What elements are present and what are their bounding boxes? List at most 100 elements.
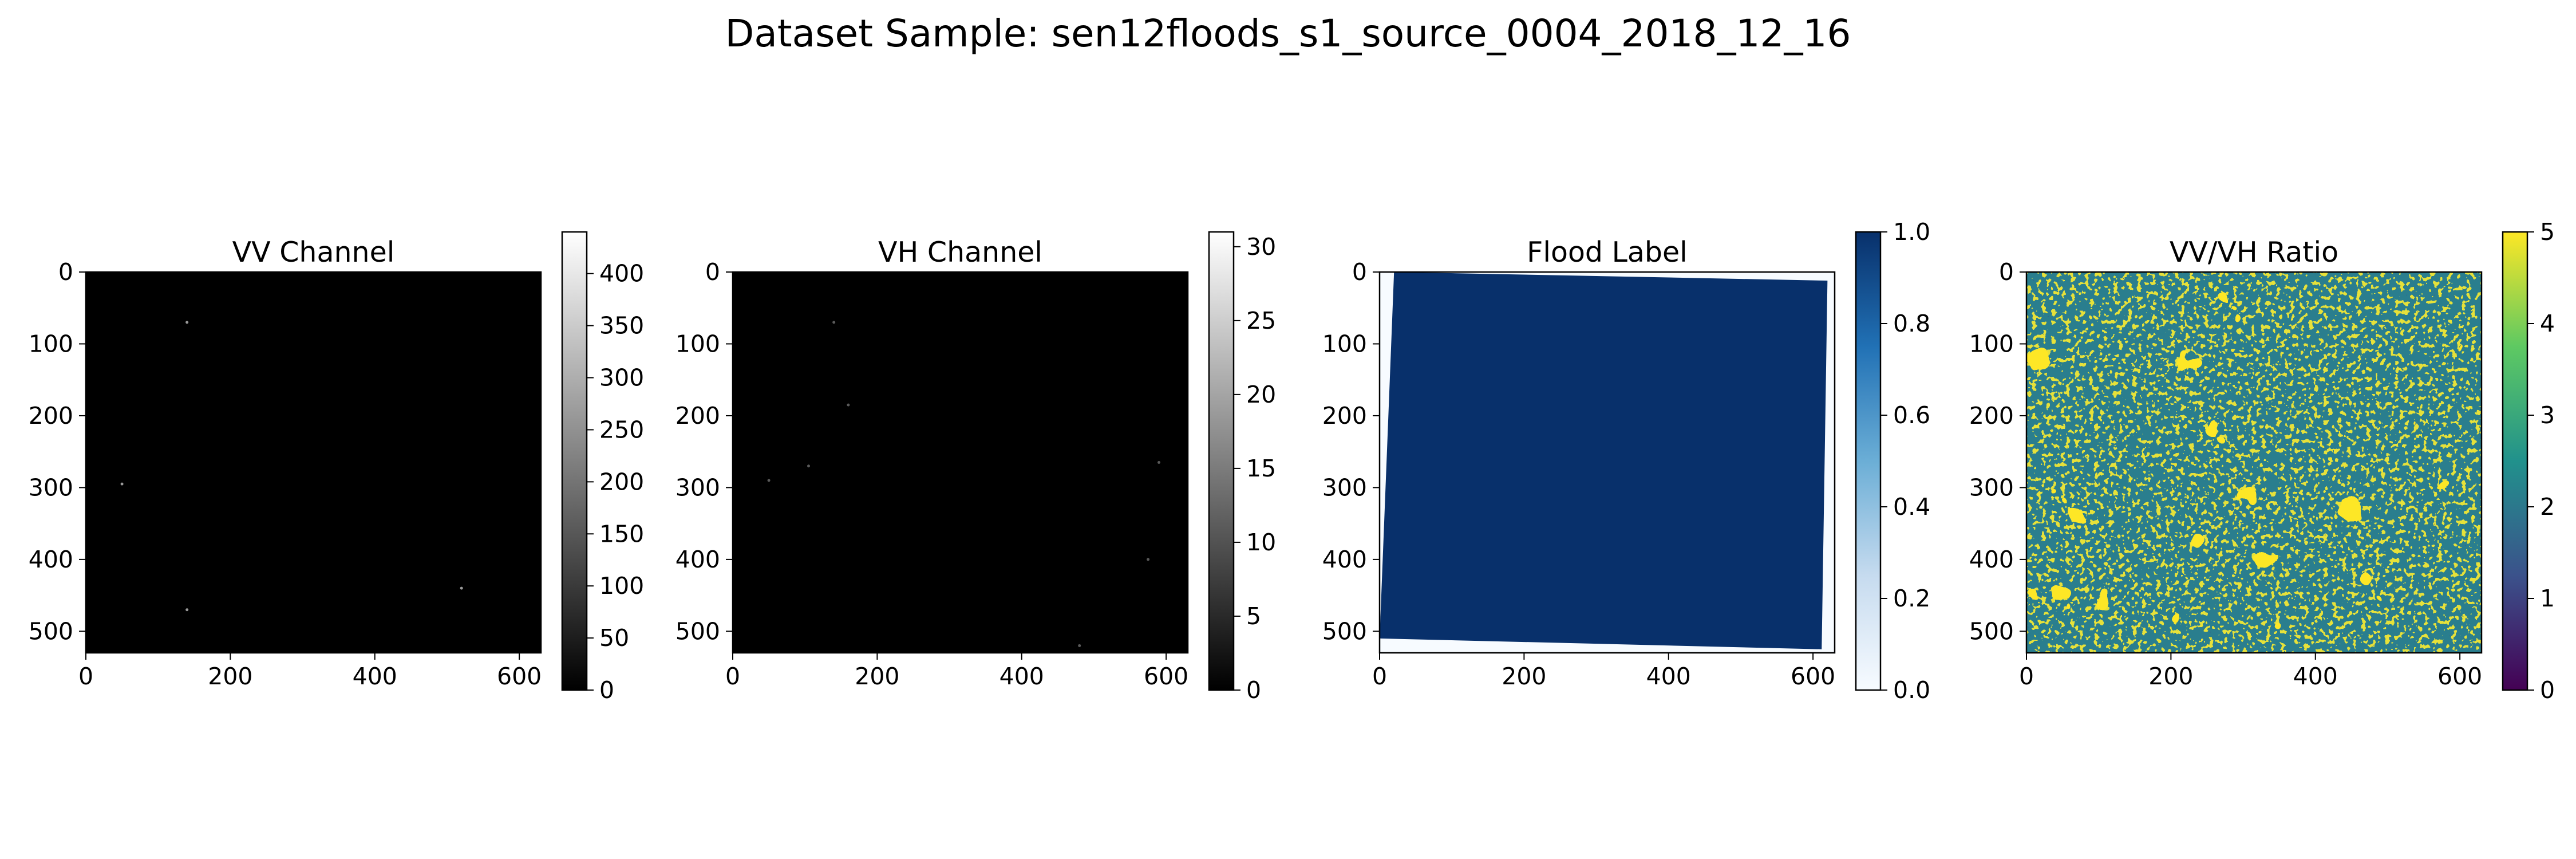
y-tick-label: 300 — [675, 474, 720, 501]
y-tick-label: 500 — [29, 617, 73, 645]
colorbar-tick-label: 4 — [2540, 310, 2555, 337]
bright-speck — [847, 403, 850, 407]
bright-speck — [1147, 558, 1150, 561]
bright-speck — [807, 464, 810, 468]
y-tick-label: 400 — [675, 546, 720, 573]
vv-channel-image — [86, 272, 541, 653]
bright-speck — [767, 479, 771, 482]
colorbar-tick-label: 5 — [2540, 218, 2555, 246]
bright-speck — [120, 482, 124, 486]
colorbar-gradient — [1208, 231, 1235, 691]
x-tick-label: 400 — [999, 663, 1044, 690]
x-tick-label: 400 — [1646, 663, 1691, 690]
colorbar-gradient — [561, 231, 588, 691]
x-tick-label: 600 — [1791, 663, 1835, 690]
y-tick-label: 400 — [1969, 546, 2014, 573]
panel-title: VH Channel — [878, 236, 1042, 269]
flood-label-image — [1380, 272, 1835, 653]
colorbar-tick-label: 50 — [599, 624, 629, 652]
colorbar-tick-label: 400 — [599, 260, 644, 287]
colorbar-tick-label: 15 — [1246, 455, 1276, 482]
y-tick-label: 500 — [1322, 617, 1367, 645]
y-tick-label: 100 — [1969, 330, 2014, 357]
x-tick-label: 400 — [353, 663, 397, 690]
y-tick-label: 300 — [1969, 474, 2014, 501]
colorbar-tick-label: 0 — [599, 676, 614, 704]
y-tick-label: 0 — [1352, 258, 1367, 286]
y-tick-label: 200 — [675, 402, 720, 430]
x-tick-label: 200 — [208, 663, 252, 690]
y-tick-label: 100 — [1322, 330, 1367, 357]
x-tick-label: 600 — [2437, 663, 2482, 690]
vh-channel-image — [733, 272, 1188, 653]
x-tick-label: 0 — [725, 663, 740, 690]
colorbar-tick-label: 350 — [599, 312, 644, 340]
x-tick-label: 200 — [855, 663, 899, 690]
colorbar-tick-label: 25 — [1246, 307, 1276, 334]
flood-label-colorbar: 0.0 0.2 0.4 0.6 0.8 1.0 — [1855, 218, 1930, 704]
panel-title: Flood Label — [1527, 236, 1688, 269]
axes-frame — [85, 271, 542, 654]
x-tick-label: 400 — [2293, 663, 2338, 690]
colorbar-tick-label: 300 — [599, 364, 644, 392]
x-tick-label: 600 — [1144, 663, 1188, 690]
colorbar-tick-label: 3 — [2540, 401, 2555, 429]
panel-title: VV/VH Ratio — [2170, 236, 2338, 269]
x-tick-label: 0 — [1372, 663, 1387, 690]
colorbar-tick-label: 100 — [599, 572, 644, 600]
colorbar-tick-label: 0.6 — [1893, 401, 1930, 429]
colorbar-tick-label: 0.0 — [1893, 676, 1930, 704]
axes-frame — [2025, 271, 2483, 654]
colorbar-tick-label: 2 — [2540, 493, 2555, 521]
x-tick-label: 0 — [2019, 663, 2034, 690]
x-tick-label: 200 — [2148, 663, 2193, 690]
flood-region — [1380, 272, 1828, 649]
vv-channel-colorbar: 0 50 100 150 200 250 300 350 400 — [561, 231, 644, 704]
y-tick-label: 100 — [29, 330, 73, 357]
y-tick-label: 500 — [1969, 617, 2014, 645]
bright-speck — [1078, 644, 1081, 647]
bright-speck — [832, 321, 836, 324]
colorbar-tick-label: 30 — [1246, 233, 1276, 261]
ratio-high-patches — [2026, 272, 2482, 653]
y-tick-label: 0 — [1999, 258, 2014, 286]
colorbar-tick-label: 0.4 — [1893, 493, 1930, 521]
y-tick-label: 0 — [58, 258, 73, 286]
y-tick-label: 200 — [1969, 402, 2014, 430]
colorbar-tick-label: 10 — [1246, 529, 1276, 556]
bright-speck — [185, 321, 189, 324]
colorbar-tick-label: 20 — [1246, 381, 1276, 408]
colorbar-tick-label: 5 — [1246, 602, 1261, 630]
bright-speck — [1157, 461, 1161, 464]
axes-frame — [732, 271, 1189, 654]
image-background — [86, 272, 541, 653]
colorbar-tick-label: 0 — [2540, 676, 2555, 704]
colorbar-tick-label: 150 — [599, 520, 644, 547]
x-tick-label: 0 — [78, 663, 93, 690]
bright-speck — [185, 608, 189, 612]
y-tick-label: 100 — [675, 330, 720, 357]
y-tick-label: 400 — [29, 546, 73, 573]
colorbar-tick-label: 0.2 — [1893, 585, 1930, 612]
figure-title: Dataset Sample: sen12floods_s1_source_00… — [725, 11, 1851, 56]
bright-speck — [460, 586, 463, 590]
colorbar-tick-label: 1 — [2540, 585, 2555, 612]
y-tick-label: 200 — [1322, 402, 1367, 430]
colorbar-gradient — [2502, 231, 2528, 691]
panel-title: VV Channel — [232, 236, 395, 269]
x-tick-label: 600 — [497, 663, 542, 690]
colorbar-tick-label: 0.8 — [1893, 310, 1930, 337]
y-tick-label: 0 — [705, 258, 720, 286]
colorbar-tick-label: 0 — [1246, 676, 1261, 704]
y-tick-label: 300 — [29, 474, 73, 501]
colorbar-tick-label: 250 — [599, 416, 644, 443]
vh-channel-colorbar: 0 5 10 15 20 25 30 — [1208, 231, 1276, 704]
y-tick-label: 400 — [1322, 546, 1367, 573]
axes-frame — [1378, 271, 1836, 654]
y-tick-label: 300 — [1322, 474, 1367, 501]
colorbar-gradient — [1855, 231, 1882, 691]
colorbar-tick-label: 200 — [599, 468, 644, 495]
